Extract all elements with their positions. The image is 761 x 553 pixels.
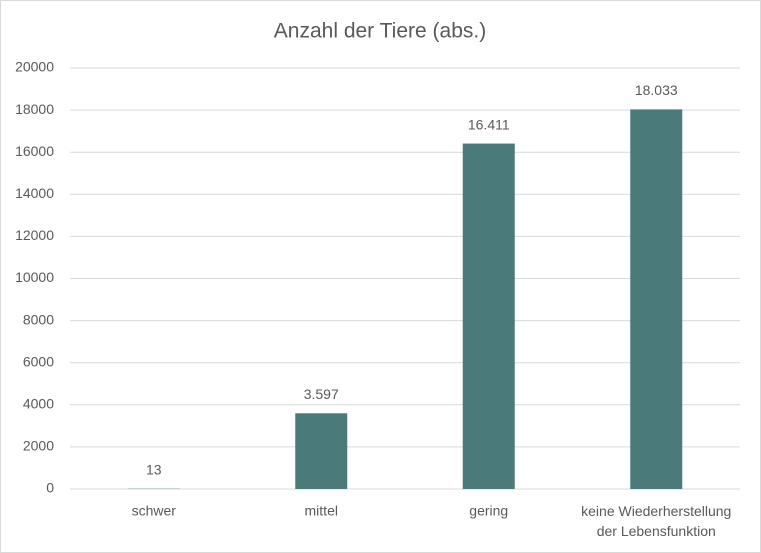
data-label: 18.033: [635, 82, 678, 98]
x-tick-label: mittel: [305, 503, 338, 519]
y-tick-label: 2000: [23, 438, 54, 454]
y-tick-label: 20000: [15, 59, 54, 75]
bar: [295, 413, 348, 489]
y-tick-label: 4000: [23, 396, 54, 412]
y-tick-label: 14000: [15, 185, 54, 201]
y-tick-label: 10000: [15, 269, 54, 285]
y-tick-label: 6000: [23, 353, 54, 369]
data-label: 16.411: [468, 116, 510, 132]
y-tick-label: 16000: [15, 143, 54, 159]
y-tick-label: 0: [46, 480, 54, 496]
y-tick-label: 18000: [15, 101, 54, 117]
y-tick-label: 12000: [15, 227, 54, 243]
chart-title: Anzahl der Tiere (abs.): [274, 20, 486, 43]
x-tick-label: schwer: [132, 503, 177, 519]
y-tick-label: 8000: [23, 311, 54, 327]
data-label: 3.597: [304, 386, 339, 402]
bar: [462, 143, 515, 489]
x-tick-label: keine Wiederherstellung der Lebensfunktio…: [581, 503, 731, 539]
x-tick-label: gering: [469, 503, 508, 519]
bar: [630, 109, 683, 490]
data-label: 13: [146, 461, 162, 477]
